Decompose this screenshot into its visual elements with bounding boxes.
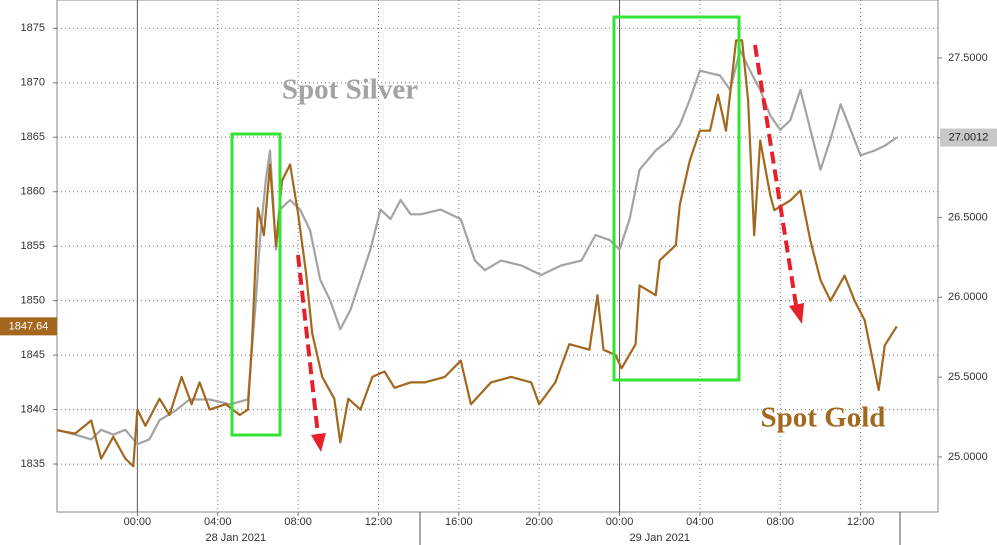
arrow — [753, 44, 798, 306]
y-tick-label: 1875 — [21, 22, 45, 34]
x-group-label: 29 Jan 2021 — [629, 532, 690, 544]
y-tick-label: 1865 — [21, 131, 45, 143]
series-label: Spot Gold — [761, 402, 886, 434]
y2-tick-label: 27.5000 — [948, 52, 988, 64]
x-tick-label: 00:00 — [124, 516, 152, 528]
x-tick-label: 12:00 — [365, 516, 393, 528]
arrow-head — [789, 303, 804, 324]
x-tick-label: 04:00 — [204, 516, 232, 528]
y-tick-label: 1855 — [21, 240, 45, 252]
arrow-head — [311, 433, 326, 452]
series-line — [56, 39, 898, 468]
y-tick-label: 1850 — [21, 295, 45, 307]
y-tick-label: 1860 — [21, 186, 45, 198]
x-group-label: 28 Jan 2021 — [206, 532, 267, 544]
current-value-label: 27.0012 — [949, 131, 989, 143]
arrow — [296, 254, 320, 436]
x-tick-label: 16:00 — [445, 516, 473, 528]
current-value-badge — [0, 317, 57, 336]
current-value-label: 1847.64 — [9, 320, 49, 332]
x-tick-label: 08:00 — [767, 516, 795, 528]
x-tick-label: 00:00 — [606, 516, 634, 528]
highlight-box — [612, 15, 741, 382]
y2-tick-label: 25.0000 — [948, 451, 988, 463]
y2-tick-label: 25.5000 — [948, 371, 988, 383]
x-tick-label: 12:00 — [847, 516, 875, 528]
highlight-box — [230, 132, 282, 437]
y2-tick-label: 26.5000 — [948, 211, 988, 223]
x-tick-label: 08:00 — [284, 516, 312, 528]
x-tick-label: 20:00 — [525, 516, 553, 528]
y-tick-label: 1870 — [21, 77, 45, 89]
series-line — [56, 48, 898, 446]
current-value-badge — [940, 128, 997, 147]
series-label: Spot Silver — [282, 74, 418, 106]
plot-frame — [56, 0, 939, 513]
y-tick-label: 1840 — [21, 404, 45, 416]
lines-layer — [56, 0, 938, 512]
y-tick-label: 1835 — [21, 458, 45, 470]
x-tick-label: 04:00 — [686, 516, 714, 528]
y-tick-label: 1845 — [21, 349, 45, 361]
y2-tick-label: 26.0000 — [948, 291, 988, 303]
